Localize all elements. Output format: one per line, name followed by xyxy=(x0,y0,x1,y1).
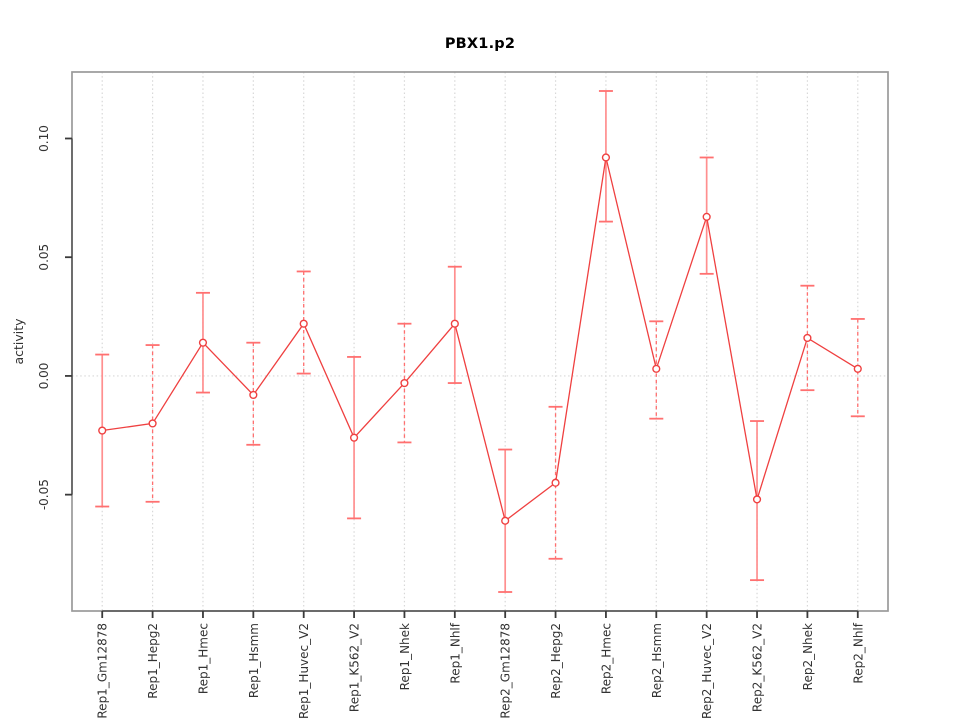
plot-border xyxy=(71,71,889,612)
data-point xyxy=(601,153,611,162)
x-tick-label: Rep1_Nhek xyxy=(398,623,412,690)
x-tick-label: Rep1_Huvec_V2 xyxy=(297,623,311,719)
data-point xyxy=(853,364,862,373)
data-point xyxy=(148,419,157,428)
x-tick-label: Rep2_Hsmm xyxy=(650,623,664,698)
data-point xyxy=(501,516,510,525)
y-tick-label: -0.05 xyxy=(37,479,51,510)
data-point xyxy=(752,495,762,504)
x-tick-label: Rep1_Gm12878 xyxy=(96,623,110,719)
data-point xyxy=(803,333,812,343)
y-tick-label: 0.10 xyxy=(37,125,51,152)
data-point xyxy=(299,319,308,328)
data-point xyxy=(702,212,711,221)
x-tick-label: Rep2_Nhek xyxy=(801,623,815,690)
data-point xyxy=(198,338,208,347)
x-tick-label: Rep2_K562_V2 xyxy=(751,623,765,712)
data-point xyxy=(450,319,459,328)
y-tick-label: 0.00 xyxy=(37,363,51,390)
data-point xyxy=(98,426,107,435)
y-axis-title: activity xyxy=(11,318,26,365)
x-tick-label: Rep1_Nhlf xyxy=(448,622,462,683)
x-tick-label: Rep2_Huvec_V2 xyxy=(700,623,714,719)
x-tick-label: Rep2_Gm12878 xyxy=(499,623,513,719)
x-tick-label: Rep1_Hmec xyxy=(196,623,210,694)
data-point xyxy=(652,364,661,373)
x-tick-label: Rep2_Hmec xyxy=(599,623,613,694)
x-tick-label: Rep1_Hsmm xyxy=(247,623,261,698)
x-tick-label: Rep2_Hepg2 xyxy=(549,623,563,699)
y-tick-label: 0.05 xyxy=(37,244,51,271)
data-point xyxy=(349,433,359,442)
chart-title: PBX1.p2 xyxy=(444,36,516,52)
data-point xyxy=(400,378,409,388)
x-tick-label: Rep1_Hepg2 xyxy=(146,623,160,699)
data-point xyxy=(249,390,258,400)
x-tick-label: Rep1_K562_V2 xyxy=(348,623,362,712)
data-line xyxy=(102,157,859,522)
x-tick-label: Rep2_Nhlf xyxy=(851,622,865,683)
data-point xyxy=(551,478,560,487)
